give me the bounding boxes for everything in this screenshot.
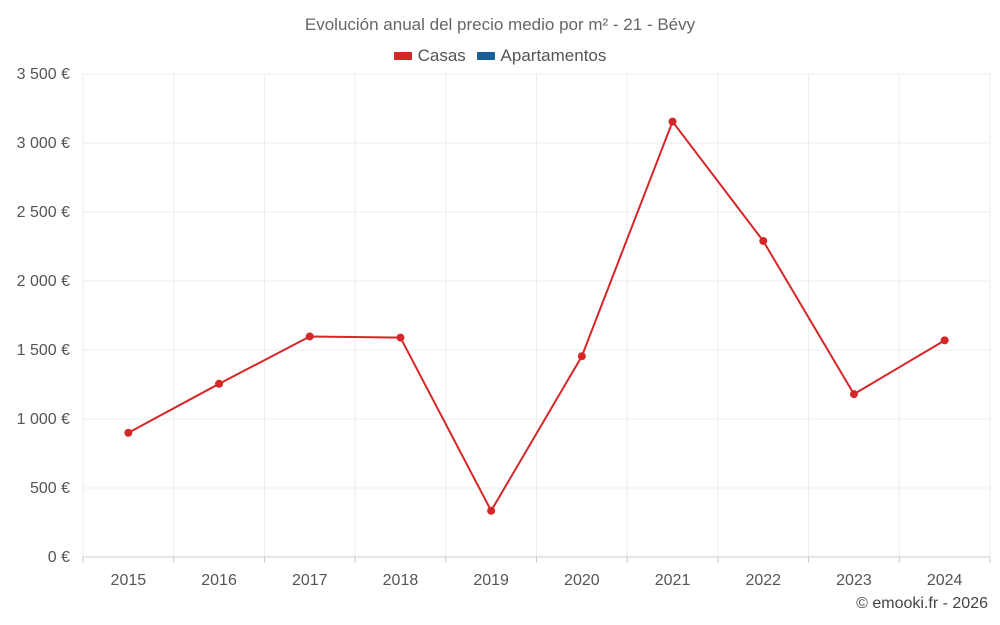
legend-swatch-apartamentos xyxy=(476,52,495,60)
x-tick-label: 2022 xyxy=(745,572,781,589)
data-point xyxy=(759,236,768,245)
data-point xyxy=(396,333,405,342)
data-point xyxy=(124,428,133,437)
series-line-casas xyxy=(127,120,946,512)
y-tick-label: 2 500 € xyxy=(17,204,70,221)
legend-label-casas: Casas xyxy=(417,46,466,65)
x-tick-label: 2024 xyxy=(927,572,963,589)
data-point xyxy=(305,332,314,341)
y-tick-label: 3 000 € xyxy=(17,135,70,152)
y-tick-label: 3 500 € xyxy=(17,66,70,83)
data-point xyxy=(487,506,496,515)
x-tick-label: 2018 xyxy=(383,572,419,589)
chart-title: Evolución anual del precio medio por m² … xyxy=(304,15,696,34)
y-tick-label: 1 500 € xyxy=(17,342,70,359)
x-tick-label: 2021 xyxy=(655,572,691,589)
x-tick-label: 2016 xyxy=(201,572,237,589)
chart-legend: Casas Apartamentos xyxy=(0,45,1000,66)
y-tick-label: 1 000 € xyxy=(17,411,70,428)
legend-label-apartamentos: Apartamentos xyxy=(500,46,607,65)
y-axis-labels: 0 € 500 € 1 000 € 1 500 € 2 000 € 2 500 € 3 00… xyxy=(17,66,70,566)
y-tick-label: 500 € xyxy=(30,480,70,497)
y-tick-label: 0 € xyxy=(48,549,70,566)
x-axis-labels: 2015 2016 2017 2018 2019 2020 2021 2022 2023 2024 xyxy=(111,572,963,589)
data-point xyxy=(215,379,224,388)
x-tick-label: 2015 xyxy=(111,572,147,589)
grid-lines xyxy=(82,73,991,557)
legend-item-casas[interactable]: Casas xyxy=(393,46,466,66)
y-tick-label: 2 000 € xyxy=(17,273,70,290)
data-point xyxy=(668,117,677,126)
copyright: © emooki.fr - 2026 xyxy=(856,595,988,612)
legend-swatch-casas xyxy=(393,52,412,60)
x-tick-label: 2017 xyxy=(292,572,328,589)
data-point xyxy=(940,336,949,345)
legend-item-apartamentos[interactable]: Apartamentos xyxy=(476,46,607,66)
data-point xyxy=(577,352,586,361)
x-tick-label: 2020 xyxy=(564,572,600,589)
x-tick-label: 2023 xyxy=(836,572,872,589)
x-tick-label: 2019 xyxy=(473,572,509,589)
axes xyxy=(82,556,991,563)
data-point xyxy=(849,390,858,399)
series-points xyxy=(124,117,949,515)
series-lines xyxy=(127,120,946,512)
